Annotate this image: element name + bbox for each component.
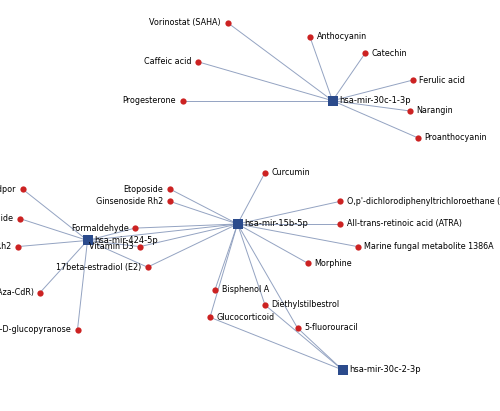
Text: Vitamin D3: Vitamin D3 [89,242,134,251]
Text: Caffeic acid: Caffeic acid [144,57,191,66]
Text: Narangin: Narangin [416,106,453,115]
Text: Bisphenol A: Bisphenol A [222,285,269,294]
Text: Morphine: Morphine [314,259,352,268]
Text: Catechin: Catechin [372,49,407,58]
Text: Formaldehyde: Formaldehyde [71,224,128,233]
Text: Vorinostat (SAHA): Vorinostat (SAHA) [150,18,221,27]
Text: Curcumin: Curcumin [272,168,310,177]
Text: Ferulic acid: Ferulic acid [419,76,465,85]
Text: Diethylstilbestrol: Diethylstilbestrol [272,300,340,309]
Text: Progesterone: Progesterone [122,96,176,105]
Text: Marine fungal metabolite 1386A: Marine fungal metabolite 1386A [364,242,494,251]
Text: 5-fluorouracil: 5-fluorouracil [304,323,358,332]
Text: Ginsenoside Rh2: Ginsenoside Rh2 [96,197,164,206]
Text: O,p'-dichlorodiphenyltrichloroethane (DDT): O,p'-dichlorodiphenyltrichloroethane (DD… [346,197,500,206]
Text: 5-aza-2'-deoxycytidine (5-Aza-CdR): 5-aza-2'-deoxycytidine (5-Aza-CdR) [0,288,34,297]
Text: 1,2,6-Tri-O-galloyl-beta-D-glucopyranose: 1,2,6-Tri-O-galloyl-beta-D-glucopyranose [0,325,71,334]
Text: Etoposide: Etoposide [124,185,164,194]
Text: hsa-mir-30c-2-3p: hsa-mir-30c-2-3p [349,365,420,374]
Text: Ginsenoside Rh2: Ginsenoside Rh2 [0,242,11,251]
Text: hsa-mir-15b-5p: hsa-mir-15b-5p [244,219,308,229]
Text: Glucocorticoid: Glucocorticoid [216,313,274,322]
Text: Medpor: Medpor [0,185,16,194]
Text: hsa-mir-424-5p: hsa-mir-424-5p [94,236,158,245]
Text: Anthocyanin: Anthocyanin [316,32,366,42]
Text: Proanthocyanin: Proanthocyanin [424,133,486,142]
Text: 17beta-estradiol (E2): 17beta-estradiol (E2) [56,263,141,272]
Text: All-trans-retinoic acid (ATRA): All-trans-retinoic acid (ATRA) [346,219,462,229]
Text: Bicalutamide: Bicalutamide [0,214,14,223]
Text: hsa-mir-30c-1-3p: hsa-mir-30c-1-3p [339,96,410,105]
